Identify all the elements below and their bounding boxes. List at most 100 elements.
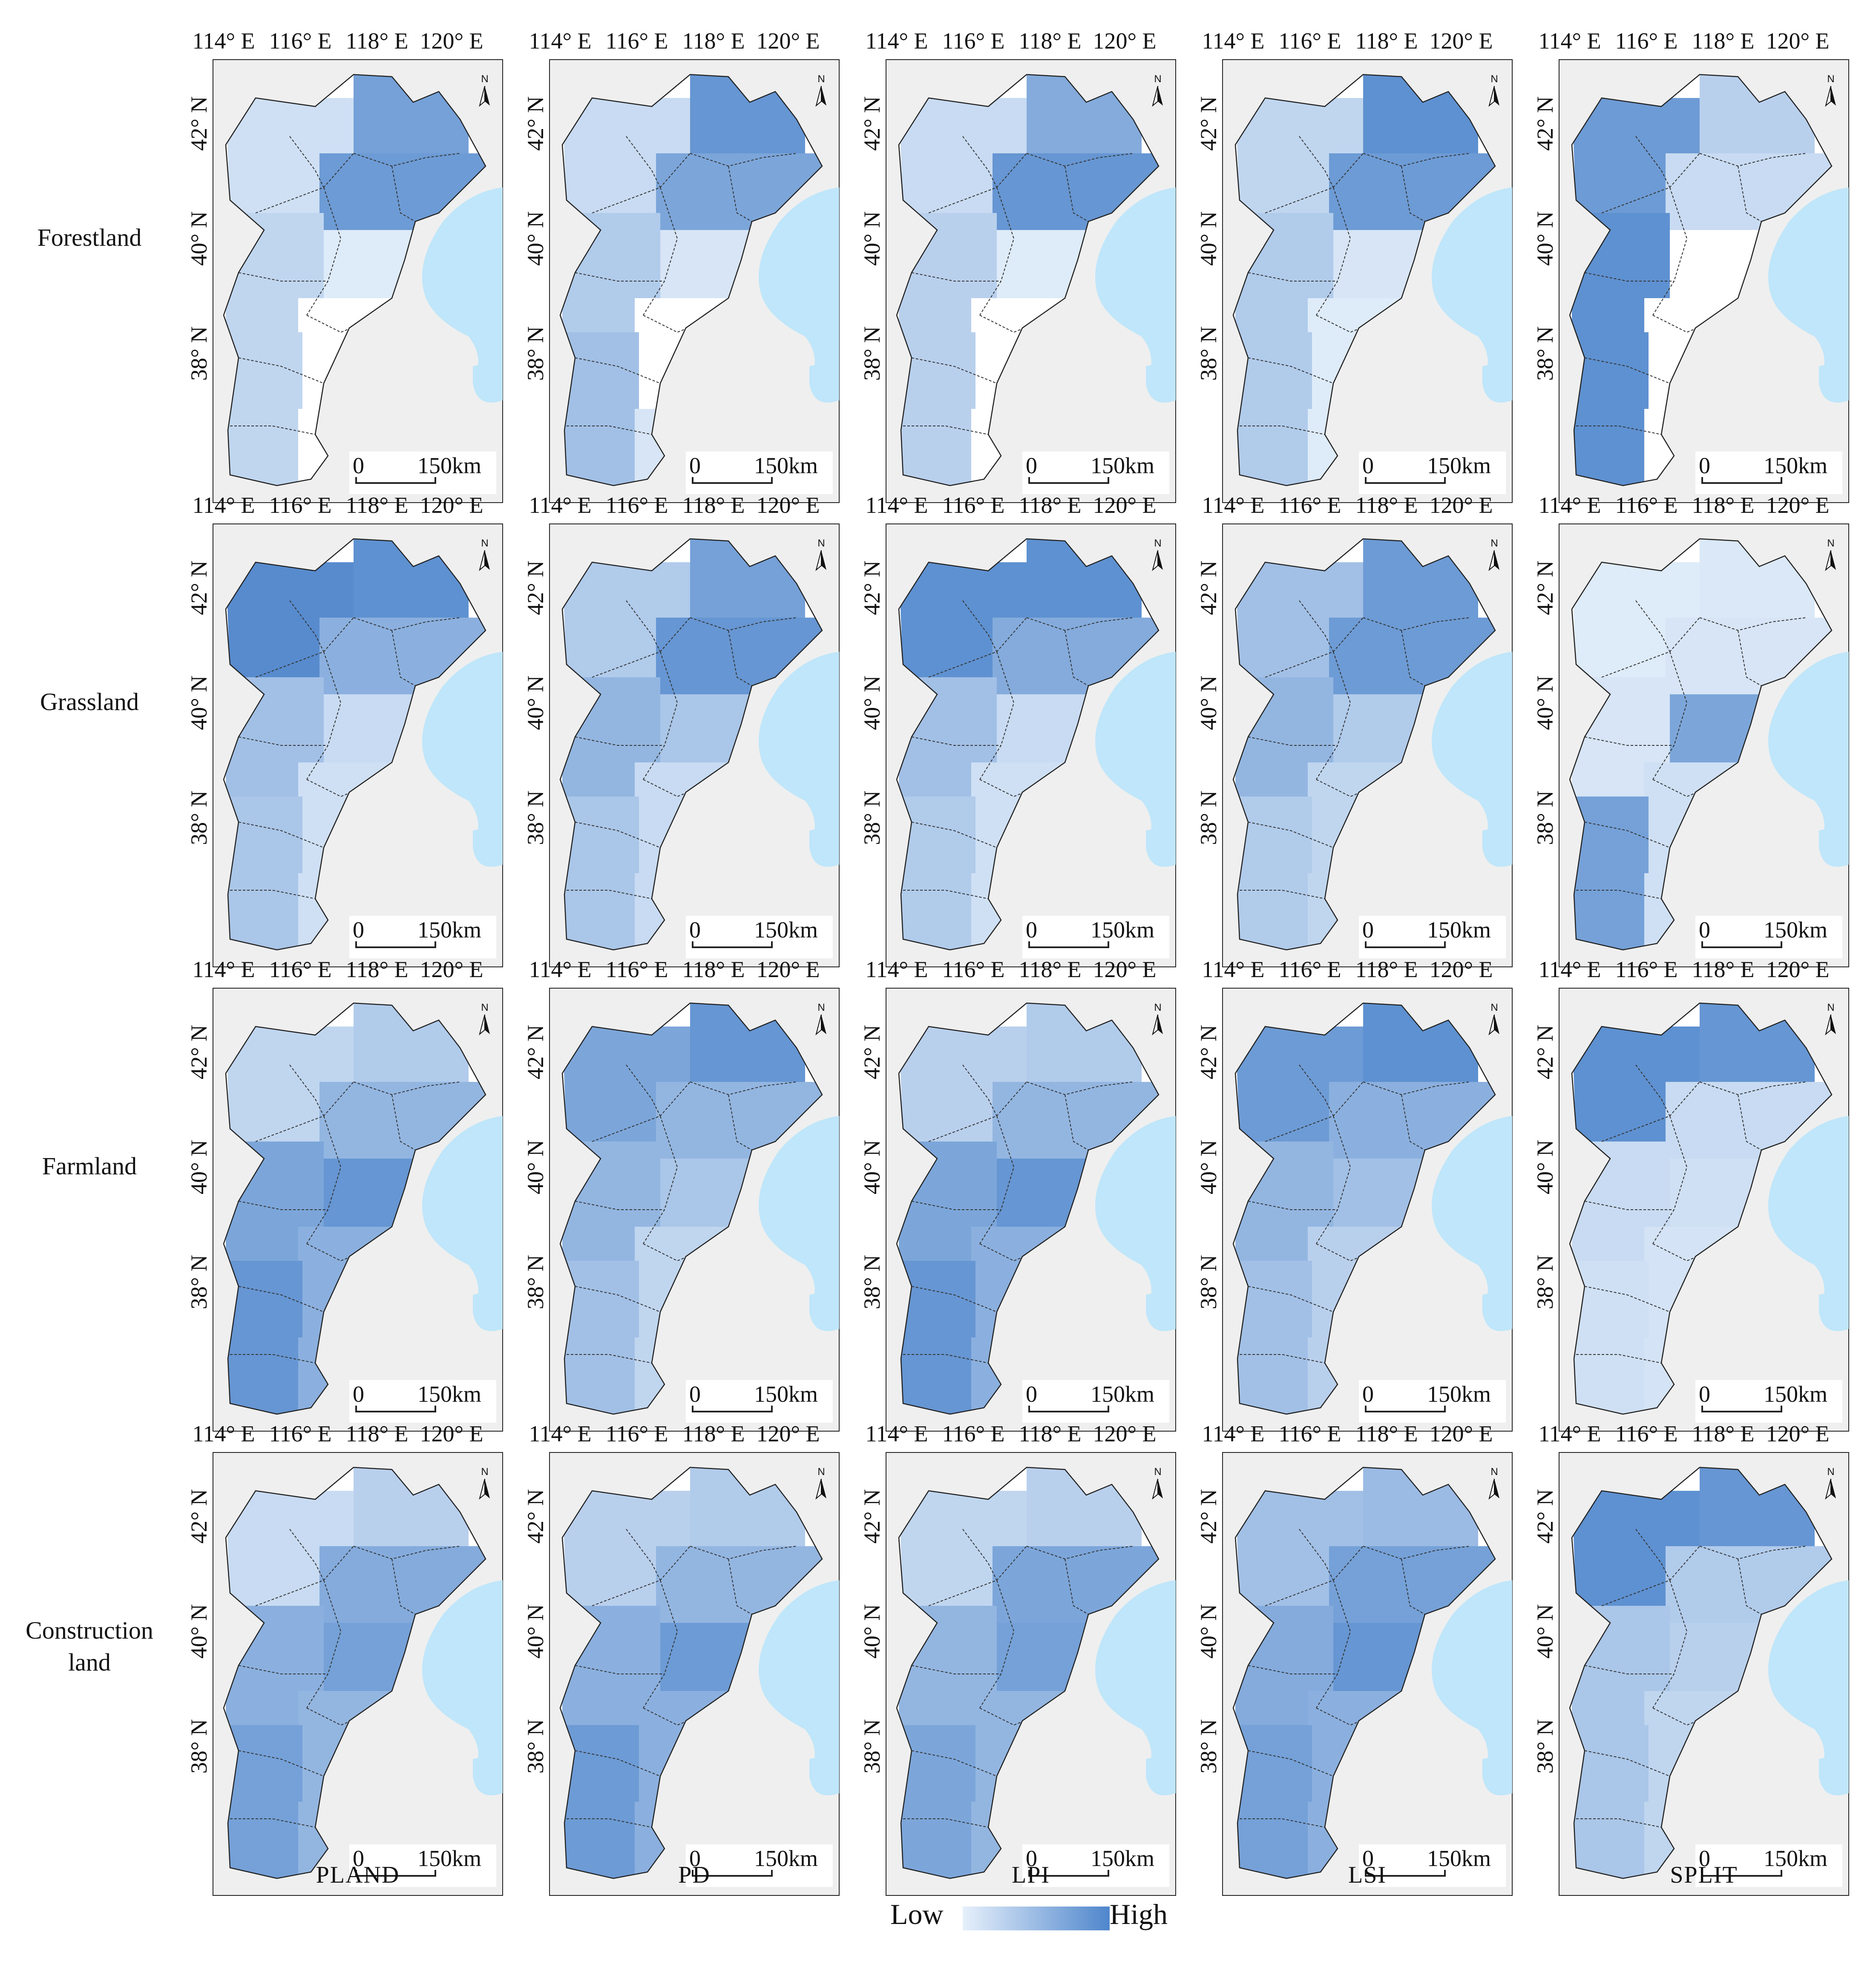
row-label-farmland: Farmland [42,1152,137,1180]
lon-tick-label: 116° E [269,28,332,54]
prefecture-boundary [728,630,752,686]
legend-low-label: Low [890,1898,944,1930]
prefecture-boundary [1576,426,1662,435]
scale-bar-start: 0 [1362,453,1374,478]
sea-area [759,652,839,867]
prefecture-boundary [1248,272,1338,282]
scale-bar-line [1365,941,1446,948]
prefecture-boundary [306,1580,342,1708]
prefecture-boundary [979,187,1015,316]
scale-bar-distance: 150km [1764,917,1827,943]
lat-tick-label: 42° N [523,1024,548,1080]
scale-bar-distance: 150km [1427,1381,1491,1407]
prefecture-boundary [643,651,678,780]
prefecture-boundary [1316,1116,1351,1244]
column-label-pd: PD [678,1862,711,1888]
lon-tick-label: 118° E [345,1421,409,1446]
intensity-zone-7 [1570,797,1649,950]
map-panel-farmland-lsi: 114° E 116° E 118° E 120° E 42° N 40° N 38° N N… [1196,957,1513,1432]
map-panel-grassland-pland: 114° E 116° E 118° E 120° E 42° N 40° N 38° N N… [186,492,503,967]
prefecture-boundary [1635,136,1670,188]
lon-tick-label: 120° E [420,492,483,518]
lat-tick-label: 38° N [859,1719,885,1774]
scale-bar-distance-value: 150 [1427,1846,1462,1871]
lon-tick-label: 116° E [1615,28,1678,54]
prefecture-boundary [911,1201,1001,1210]
prefecture-boundary [289,1529,324,1581]
lat-tick-label: 40° N [523,1604,548,1659]
lat-tick-label: 42° N [1532,96,1558,151]
scale-bar-line [1701,1406,1782,1412]
scale-bar-start: 0 [1699,453,1710,478]
lon-tick-label: 120° E [1766,957,1830,982]
prefecture-boundary [575,736,665,746]
row-label-forestland: Forestland [37,224,142,251]
prefecture-boundary [1248,1750,1334,1777]
north-label: N [1154,538,1162,549]
scale-bar-distance-value: 150 [1427,1381,1462,1407]
scale-bar-start: 0 [1362,917,1374,943]
lon-tick-label: 116° E [1615,1421,1678,1446]
lon-tick-label: 120° E [1093,28,1157,54]
sea-area-south [473,364,503,403]
lon-tick-label: 116° E [1278,28,1341,54]
scale-bar-distance-value: 150 [417,453,452,478]
lat-tick-label: 38° N [523,790,548,845]
region-outline [223,538,486,951]
scale-bar-unit: km [452,917,482,943]
lat-tick-label: 40° N [1196,1139,1221,1195]
scale-bar-start: 0 [1362,1381,1374,1407]
north-arrow-icon: N [1486,1466,1503,1503]
sea-area [1432,1116,1512,1331]
scale-bar-start: 0 [1699,917,1710,943]
scale-bar-distance: 150km [417,917,481,943]
north-arrow-icon: N [1149,1002,1166,1038]
scale-bar-line [1028,477,1109,484]
lat-tick-label: 40° N [859,1604,885,1659]
sea-area-south [1819,1293,1849,1331]
scale-bar-start: 0 [1699,1381,1710,1407]
lat-tick-label: 42° N [1196,1024,1221,1080]
map-panel-grassland-pd: 114° E 116° E 118° E 120° E 42° N 40° N 38° N N… [523,492,840,967]
lon-tick-label: 118° E [1355,957,1418,982]
map-panel-grassland-lpi: 114° E 116° E 118° E 120° E 42° N 40° N 38° N N… [859,492,1176,967]
lon-tick-label: 114° E [192,28,255,54]
scale-bar: 0 150km [1022,451,1169,494]
scale-bar: 0 150km [1695,1844,1842,1887]
region-outline [896,538,1160,951]
lon-tick-label: 120° E [1093,1421,1157,1446]
prefecture-boundary [1065,166,1089,222]
scale-bar: 0 150km [1022,1844,1169,1887]
lat-tick-label: 42° N [1532,1489,1558,1544]
scale-bar-distance: 150km [1090,917,1154,943]
lon-tick-label: 120° E [756,1421,820,1446]
north-arrow-icon: N [476,538,493,574]
lon-tick-label: 116° E [1278,492,1341,518]
scale-bar-start: 0 [689,917,701,943]
lon-tick-label: 118° E [1019,492,1082,518]
north-label: N [1827,538,1835,549]
lat-tick-label: 38° N [1196,1254,1221,1310]
lon-tick-label: 120° E [420,1421,483,1446]
map-panel-farmland-pland: 114° E 116° E 118° E 120° E 42° N 40° N 38° N N… [186,957,503,1432]
north-label: N [481,1466,489,1478]
region-outline [223,1467,486,1879]
prefecture-boundary [306,651,342,780]
scale-bar-line [1028,1870,1109,1877]
scale-bar-distance-value: 150 [417,1381,452,1407]
scale-bar-distance-value: 150 [754,917,788,943]
sea-area [1095,1580,1176,1795]
north-arrow-icon: N [476,1002,493,1038]
lat-tick-label: 40° N [1196,211,1221,266]
region-outline [1569,1002,1833,1415]
scale-bar-distance-value: 150 [754,453,788,478]
lon-tick-label: 120° E [420,28,483,54]
prefecture-boundary [728,1094,752,1150]
prefecture-boundary [1065,630,1089,686]
prefecture-boundary [567,890,652,899]
sea-area [1432,652,1512,867]
scale-bar-start: 0 [689,1381,701,1407]
lon-tick-label: 116° E [605,957,668,982]
scale-bar-distance: 150km [1764,1381,1827,1407]
prefecture-boundary [1240,426,1325,435]
